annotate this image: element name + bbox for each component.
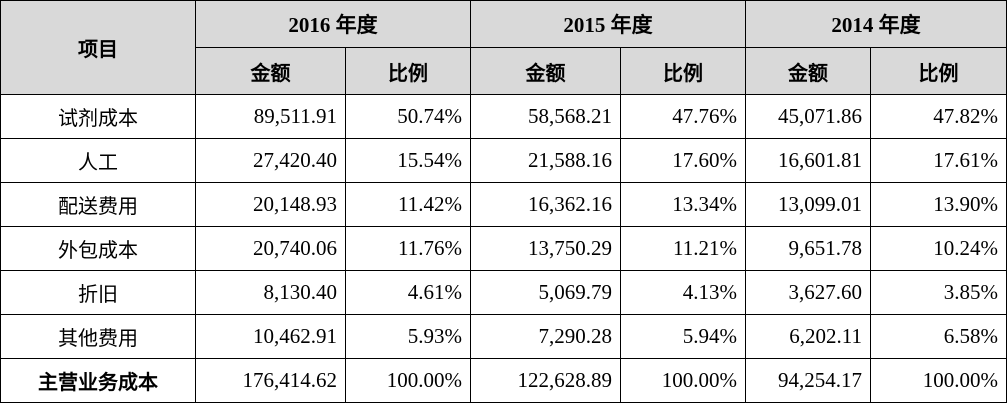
cell: 3.85% [870,270,1007,315]
cell: 21,588.16 [470,138,621,183]
cell: 45,071.86 [745,94,871,139]
cell: 20,148.93 [195,182,346,227]
cell: 8,130.40 [195,270,346,315]
cell: 16,362.16 [470,182,621,227]
row-label: 试剂成本 [0,94,196,139]
row-label: 折旧 [0,270,196,315]
cell: 100.00% [345,358,471,403]
cell: 10.24% [870,226,1007,271]
cell: 11.42% [345,182,471,227]
sub-header: 金额 [195,47,346,95]
cell: 13.90% [870,182,1007,227]
cell: 4.61% [345,270,471,315]
cell: 20,740.06 [195,226,346,271]
cell: 3,627.60 [745,270,871,315]
cell: 50.74% [345,94,471,139]
row-label: 外包成本 [0,226,196,271]
table-row: 试剂成本 89,511.91 50.74% 58,568.21 47.76% 45,071… [0,94,1007,139]
table-row: 主营业务成本 176,414.62 100.00% 122,628.89 100.00%… [0,358,1007,403]
cell: 47.82% [870,94,1007,139]
sub-header: 比例 [620,47,746,95]
header-row: 项目 2016 年度 2015 年度 2014 年度 [0,0,1007,95]
cell: 16,601.81 [745,138,871,183]
year-header: 2014 年度 [745,0,1007,48]
cell: 4.13% [620,270,746,315]
row-label: 配送费用 [0,182,196,227]
cell: 122,628.89 [470,358,621,403]
row-label: 主营业务成本 [0,358,196,403]
cell: 5,069.79 [470,270,621,315]
cell: 58,568.21 [470,94,621,139]
cell: 47.76% [620,94,746,139]
table-header: 项目 2016 年度 2015 年度 2014 年度 金额 比例 金额 比例 金额 比例 [0,0,1007,95]
cell: 17.60% [620,138,746,183]
row-label: 其他费用 [0,314,196,359]
cell: 89,511.91 [195,94,346,139]
cell: 5.93% [345,314,471,359]
year-header: 2015 年度 [470,0,746,48]
row-label: 人工 [0,138,196,183]
cell: 6,202.11 [745,314,871,359]
table-row: 其他费用 10,462.91 5.93% 7,290.28 5.94% 6,202.11 6… [0,314,1007,359]
cell: 10,462.91 [195,314,346,359]
table-body: 试剂成本 89,511.91 50.74% 58,568.21 47.76% 45,071… [0,94,1007,403]
corner-header: 项目 [0,0,196,95]
cell: 176,414.62 [195,358,346,403]
subheader-row: 金额 比例 金额 比例 金额 比例 [1,47,1007,95]
cell: 13.34% [620,182,746,227]
cell: 7,290.28 [470,314,621,359]
cell: 13,099.01 [745,182,871,227]
cell: 5.94% [620,314,746,359]
cell: 6.58% [870,314,1007,359]
table-row: 折旧 8,130.40 4.61% 5,069.79 4.13% 3,627.60 3.85… [0,270,1007,315]
sub-header: 比例 [870,47,1007,95]
cell: 94,254.17 [745,358,871,403]
sub-header: 金额 [470,47,621,95]
table-row: 外包成本 20,740.06 11.76% 13,750.29 11.21% 9,651.… [0,226,1007,271]
cell: 15.54% [345,138,471,183]
cell: 11.21% [620,226,746,271]
cell: 13,750.29 [470,226,621,271]
sub-header: 比例 [345,47,471,95]
sub-header: 金额 [745,47,871,95]
table-row: 配送费用 20,148.93 11.42% 16,362.16 13.34% 13,099… [0,182,1007,227]
cell: 100.00% [870,358,1007,403]
cell: 11.76% [345,226,471,271]
cell: 9,651.78 [745,226,871,271]
cell: 17.61% [870,138,1007,183]
cell: 27,420.40 [195,138,346,183]
cell: 100.00% [620,358,746,403]
year-header: 2016 年度 [195,0,471,48]
table-row: 人工 27,420.40 15.54% 21,588.16 17.60% 16,601.8… [0,138,1007,183]
